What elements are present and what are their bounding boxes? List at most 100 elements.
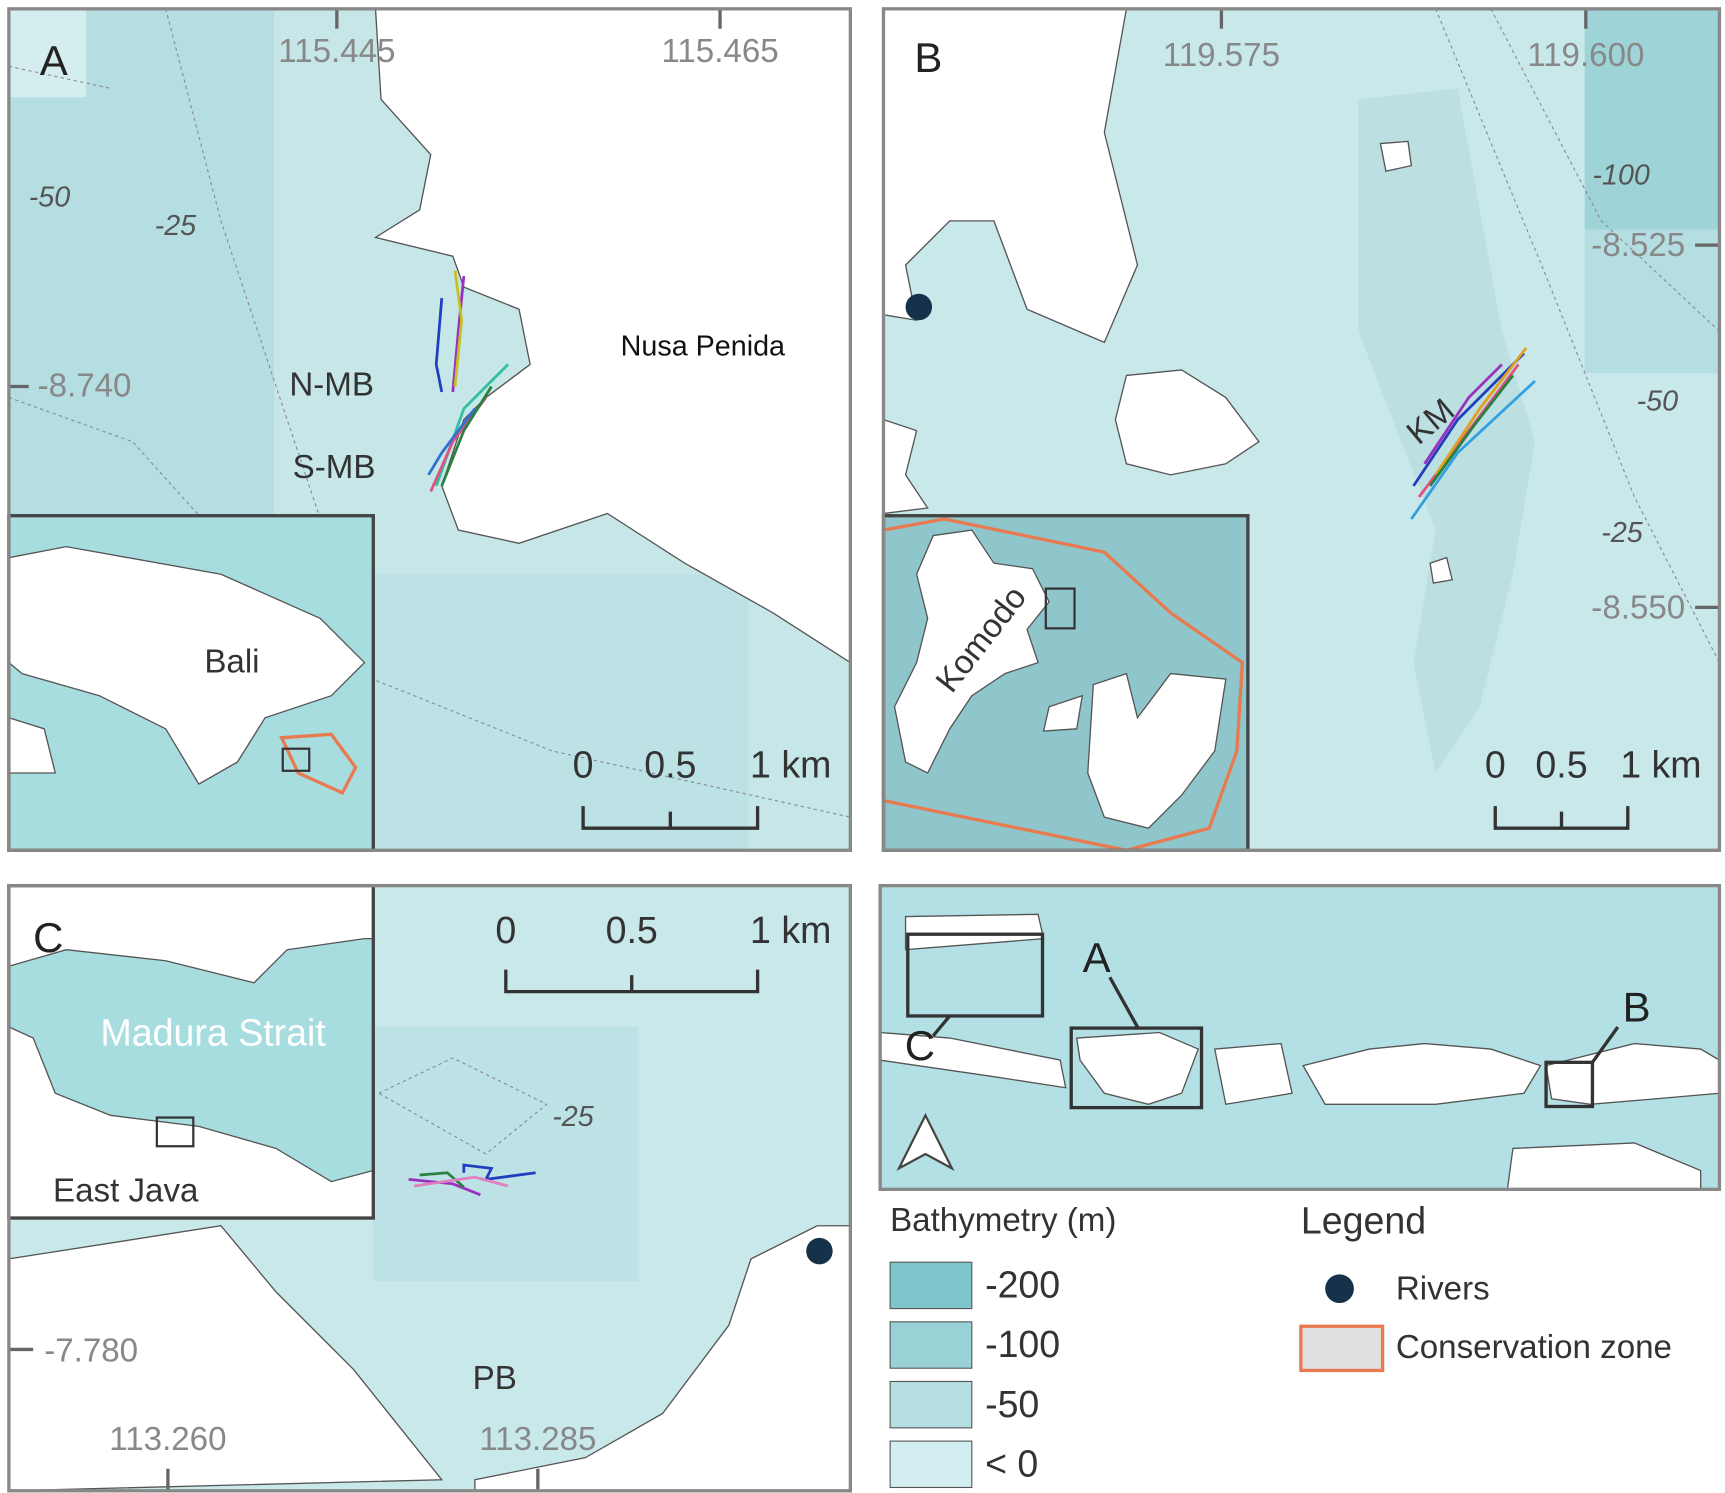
panel-a: A 115.445 115.465 -8.740 -50 -25 Nusa Pe… xyxy=(7,7,853,852)
locator-box xyxy=(281,747,311,772)
locator-box xyxy=(1044,587,1076,630)
inset: Bali xyxy=(7,514,375,852)
island xyxy=(1042,672,1227,829)
legend-symbol xyxy=(1325,1274,1354,1304)
key-swatch xyxy=(889,1321,973,1369)
key-label: -100 xyxy=(985,1323,1060,1365)
island xyxy=(882,8,1139,344)
track xyxy=(427,407,476,476)
locator-box xyxy=(1069,1026,1204,1110)
scale-label: 1 km xyxy=(750,743,831,785)
scale-bar: 0 0.5 1 km xyxy=(1485,743,1702,830)
scale-label: 0.5 xyxy=(606,909,658,951)
key-swatch xyxy=(889,1440,973,1489)
scale-label: 1 km xyxy=(750,909,831,951)
panel-c: Madura Strait East Java C -7.780 113.260… xyxy=(7,883,853,1493)
place-label: Bali xyxy=(204,643,259,680)
track xyxy=(1410,379,1536,520)
depth-cell xyxy=(1584,229,1720,374)
legend-symbol xyxy=(1299,1324,1385,1373)
tracks xyxy=(408,1163,536,1197)
box-label: A xyxy=(1083,934,1111,981)
depth-cell xyxy=(373,1026,639,1281)
panel-frame xyxy=(7,7,853,852)
scale-label: 0.5 xyxy=(644,743,696,785)
y-tick-label: -7.780 xyxy=(44,1333,138,1370)
x-tick-label: 119.600 xyxy=(1527,37,1644,74)
depth-cell xyxy=(373,574,749,851)
y-tick-label: -8.550 xyxy=(1591,589,1685,626)
conservation-zone xyxy=(279,732,358,796)
contour-label: -100 xyxy=(1592,159,1649,191)
panel-letter: C xyxy=(33,914,63,961)
key-title: Bathymetry (m) xyxy=(890,1202,1116,1239)
track xyxy=(1412,352,1525,487)
inset: Madura Strait East Java xyxy=(7,883,375,1220)
track xyxy=(1423,363,1503,465)
x-tick-label: 113.260 xyxy=(109,1421,226,1458)
scale-label: 0 xyxy=(1485,743,1506,785)
leader-line xyxy=(931,976,1620,1064)
site-label: S-MB xyxy=(293,449,376,486)
track xyxy=(434,298,444,393)
scale-label: 0.5 xyxy=(1535,743,1587,785)
island xyxy=(893,529,1050,774)
panel-frame xyxy=(881,7,1722,852)
box-label: C xyxy=(905,1022,935,1069)
x-tick-label: 113.285 xyxy=(479,1421,596,1458)
north-arrow xyxy=(896,1112,955,1171)
tracks xyxy=(1410,347,1536,520)
track xyxy=(453,270,464,387)
scale-line xyxy=(1493,806,1630,830)
track xyxy=(451,275,466,393)
site-label: N-MB xyxy=(289,366,374,403)
panel-letter: B xyxy=(914,34,942,81)
inset: Komodo xyxy=(881,514,1250,853)
legend-label: Rivers xyxy=(1396,1271,1490,1308)
contour-label: -50 xyxy=(1637,386,1679,418)
key-swatch xyxy=(889,1380,973,1429)
y-tick-label: -8.525 xyxy=(1591,227,1685,264)
x-tick-label: 115.445 xyxy=(278,33,395,70)
river-mouth xyxy=(905,293,933,321)
contour xyxy=(377,1057,548,1155)
island xyxy=(1114,369,1260,476)
x-tick-label: 119.575 xyxy=(1163,37,1280,74)
x-tick-label: 115.465 xyxy=(661,33,778,70)
contour xyxy=(1435,8,1720,663)
panel-frame xyxy=(878,883,1722,1191)
panel-frame xyxy=(7,883,853,1493)
bathymetry-key: Bathymetry (m) -200 -100 -50 < 0 xyxy=(889,1202,1116,1489)
contour-label: -25 xyxy=(552,1101,595,1133)
track xyxy=(408,1178,481,1197)
key-label: -200 xyxy=(985,1264,1060,1306)
place-label: Nusa Penida xyxy=(621,330,785,362)
key-swatch xyxy=(889,1261,973,1310)
island xyxy=(1379,140,1454,584)
panel-b: B 119.575 119.600 -8.525 -8.550 -100 -50… xyxy=(881,7,1722,853)
contour-label: -25 xyxy=(1601,517,1644,549)
overview-map: A B C xyxy=(878,883,1722,1191)
key-label: -50 xyxy=(985,1383,1039,1425)
key-label: < 0 xyxy=(985,1442,1038,1484)
legend-title: Legend xyxy=(1301,1199,1426,1241)
track xyxy=(440,385,493,487)
locator-box xyxy=(906,932,1045,1018)
place-label: Madura Strait xyxy=(101,1012,327,1054)
locator-box xyxy=(1544,1060,1595,1109)
depth-cell xyxy=(1584,8,1720,230)
track xyxy=(1434,347,1528,476)
strait xyxy=(8,937,374,1183)
scale-label: 1 km xyxy=(1620,743,1701,785)
site-label: PB xyxy=(473,1360,517,1397)
track xyxy=(419,1171,465,1189)
scale-label: 0 xyxy=(495,909,516,951)
scale-line xyxy=(504,969,760,994)
locator-box xyxy=(155,1116,195,1148)
scale-line xyxy=(581,806,760,830)
legend: Legend Rivers Conservation zone xyxy=(1299,1199,1672,1373)
place-label: East Java xyxy=(53,1172,199,1209)
depth-cell xyxy=(8,8,87,98)
contour-label: -25 xyxy=(155,210,198,242)
